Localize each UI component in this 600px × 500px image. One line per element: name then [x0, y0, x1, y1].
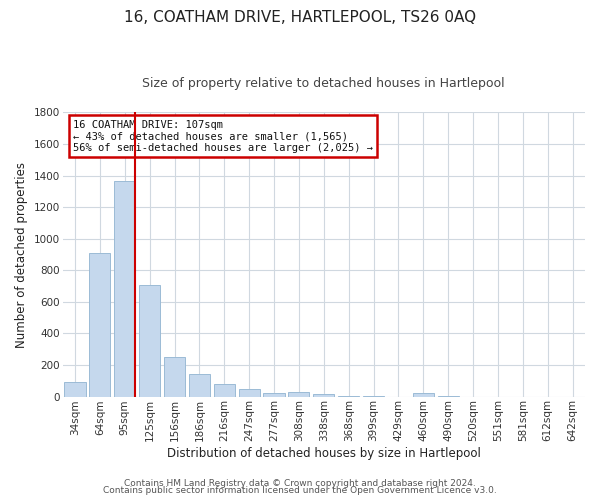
Title: Size of property relative to detached houses in Hartlepool: Size of property relative to detached ho… — [142, 78, 505, 90]
Bar — [64, 382, 86, 396]
Text: Contains public sector information licensed under the Open Government Licence v3: Contains public sector information licen… — [103, 486, 497, 495]
X-axis label: Distribution of detached houses by size in Hartlepool: Distribution of detached houses by size … — [167, 447, 481, 460]
Bar — [313, 394, 334, 396]
Text: 16, COATHAM DRIVE, HARTLEPOOL, TS26 0AQ: 16, COATHAM DRIVE, HARTLEPOOL, TS26 0AQ — [124, 10, 476, 25]
Bar — [263, 394, 284, 396]
Bar — [189, 374, 210, 396]
Text: 16 COATHAM DRIVE: 107sqm
← 43% of detached houses are smaller (1,565)
56% of sem: 16 COATHAM DRIVE: 107sqm ← 43% of detach… — [73, 120, 373, 153]
Bar — [239, 388, 260, 396]
Bar — [289, 392, 310, 396]
Bar — [413, 394, 434, 396]
Bar — [89, 253, 110, 396]
Text: Contains HM Land Registry data © Crown copyright and database right 2024.: Contains HM Land Registry data © Crown c… — [124, 478, 476, 488]
Y-axis label: Number of detached properties: Number of detached properties — [15, 162, 28, 348]
Bar — [114, 181, 136, 396]
Bar — [214, 384, 235, 396]
Bar — [164, 357, 185, 397]
Bar — [139, 284, 160, 397]
